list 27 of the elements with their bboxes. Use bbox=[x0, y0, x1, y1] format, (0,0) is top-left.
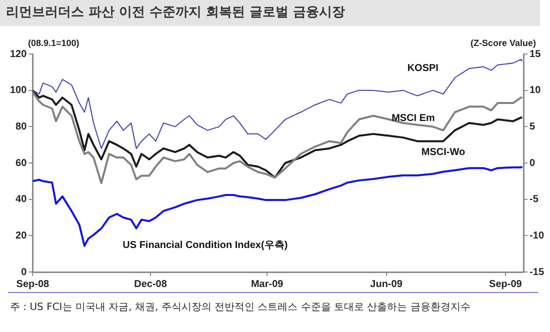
x-tick-label: Mar-09 bbox=[250, 278, 284, 290]
y-axis-title: (08.9.1=100) bbox=[28, 38, 80, 48]
y2-tick-label: 0 bbox=[530, 158, 536, 169]
series-label: US Financial Condition Index(우측) bbox=[122, 240, 288, 252]
text: 주 : US FCI는 미국내 자금, 채권, 주식시장의 전반적인 스트레스 수준을 토대로 산출하는 금융환경지수 bbox=[10, 301, 470, 315]
series-label: MSCI-Wo bbox=[421, 146, 466, 158]
y2-axis-title: (Z-Score Value) bbox=[470, 38, 536, 48]
y2-tick-label: 5 bbox=[530, 121, 536, 132]
x-tick-label: Jun-09 bbox=[370, 278, 403, 290]
y-tick-label: 60 bbox=[16, 158, 28, 169]
x-tick-label: Sep-08 bbox=[16, 278, 50, 290]
y-tick-label: 120 bbox=[10, 48, 28, 60]
series-label: KOSPI bbox=[407, 63, 439, 74]
chart-title: 리먼브러더스 파산 이전 수준까지 회복된 글로벌 금융시장 bbox=[0, 0, 540, 26]
y-tick-label: 80 bbox=[16, 121, 28, 132]
y2-tick-label: -10 bbox=[530, 230, 544, 242]
y-tick-label: 100 bbox=[10, 85, 28, 96]
y2-tick-label: 15 bbox=[530, 48, 542, 60]
y-tick-label: 20 bbox=[16, 230, 28, 242]
series-label: MSCI Em bbox=[392, 113, 436, 124]
y2-tick-label: -15 bbox=[530, 266, 544, 278]
y2-tick-label: 10 bbox=[530, 85, 542, 96]
x-tick-label: Dec-08 bbox=[134, 278, 168, 290]
y2-tick-label: -5 bbox=[530, 194, 539, 206]
x-tick-label: Sep-09 bbox=[489, 278, 522, 290]
y-tick-label: 0 bbox=[21, 266, 28, 278]
y-tick-label: 40 bbox=[16, 194, 28, 206]
